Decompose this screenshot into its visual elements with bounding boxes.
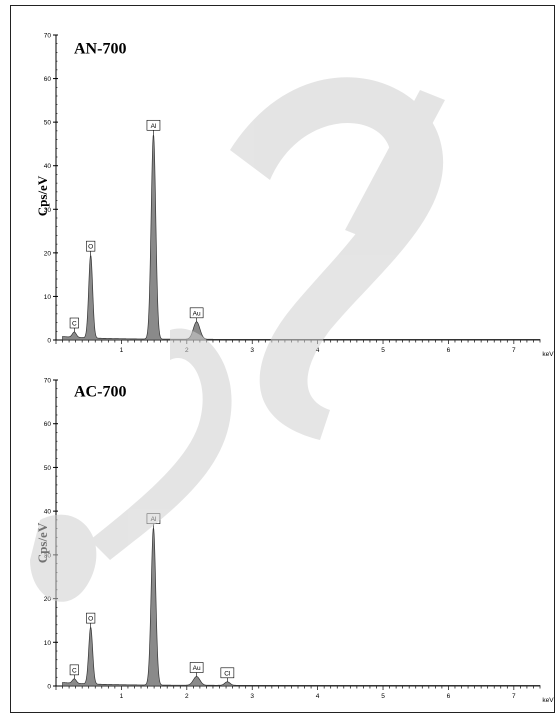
peak-label-text: O	[88, 244, 93, 251]
panel-title: AN-700	[74, 41, 126, 58]
y-tick-label: 0	[47, 338, 51, 345]
x-tick-label: 3	[250, 347, 254, 354]
x-tick-label: 6	[447, 347, 451, 354]
peak-label-c: C	[69, 317, 79, 333]
y-tick-label: 0	[47, 684, 51, 691]
y-tick-label: 20	[44, 596, 52, 603]
peak-label-al: Al	[146, 119, 161, 135]
x-tick-label: 1	[120, 347, 124, 354]
y-tick-label: 50	[44, 120, 52, 127]
spectrum-series	[62, 134, 541, 341]
y-tick-label: 10	[44, 640, 52, 647]
y-axis-label-bottom: Cps/eV	[35, 522, 50, 564]
x-tick-label: 4	[316, 347, 320, 354]
y-tick-label: 20	[44, 250, 52, 257]
y-tick-label: 40	[44, 163, 52, 170]
y-tick-label: 60	[44, 76, 52, 83]
y-tick-label: 70	[44, 33, 52, 40]
x-tick-label: 2	[185, 693, 189, 700]
peak-label-text: C	[72, 667, 77, 674]
x-unit-label: keV	[542, 697, 554, 704]
x-tick-label: 5	[381, 347, 385, 354]
y-tick-label: 30	[44, 207, 52, 214]
x-tick-label: 1	[120, 693, 124, 700]
peak-label-text: Al	[151, 123, 157, 130]
peak-label-c: C	[69, 664, 79, 679]
x-tick-label: 2	[185, 347, 189, 354]
x-tick-label: 7	[512, 693, 516, 700]
peak-label-box	[189, 307, 204, 319]
x-tick-label: 3	[250, 693, 254, 700]
y-tick-label: 70	[44, 378, 52, 385]
peak-label-box	[146, 119, 161, 131]
peak-label-au: Au	[189, 662, 204, 677]
x-unit-label: keV	[542, 351, 554, 358]
peak-label-text: Cl	[224, 670, 231, 677]
peak-label-o: O	[86, 240, 96, 256]
peak-label-text: Al	[151, 516, 157, 523]
y-tick-label: 60	[44, 421, 52, 428]
y-tick-label: 50	[44, 465, 52, 472]
peak-label-box	[69, 664, 79, 676]
peak-label-box	[86, 612, 96, 624]
peak-label-box	[86, 240, 96, 252]
y-tick-label: 40	[44, 509, 52, 516]
panel-title: AC-700	[74, 384, 126, 401]
spectrum-panel-1: 0 10 20 30 40 50 60 70 1 2 3 4 5 6 7 keV C O Al Au AN-700	[44, 33, 554, 359]
x-tick-label: 6	[447, 693, 451, 700]
peak-label-cl: Cl	[220, 667, 235, 682]
peak-label-al: Al	[146, 513, 161, 528]
y-tick-label: 10	[44, 294, 52, 301]
peak-label-o: O	[86, 612, 96, 628]
peak-label-box	[220, 667, 235, 679]
y-axis-label-top: Cps/eV	[35, 175, 50, 217]
figure-frame	[10, 5, 555, 713]
x-tick-label: 4	[316, 693, 320, 700]
x-tick-label: 5	[381, 693, 385, 700]
peak-label-au: Au	[189, 307, 204, 322]
peak-label-box	[69, 317, 79, 329]
peak-label-box	[189, 662, 204, 673]
peak-label-text: C	[72, 321, 77, 328]
x-tick-label: 7	[512, 347, 516, 354]
spectrum-series	[62, 527, 541, 687]
peak-label-text: Au	[193, 665, 201, 672]
peak-label-text: Au	[193, 310, 201, 317]
peak-label-text: O	[88, 616, 93, 623]
